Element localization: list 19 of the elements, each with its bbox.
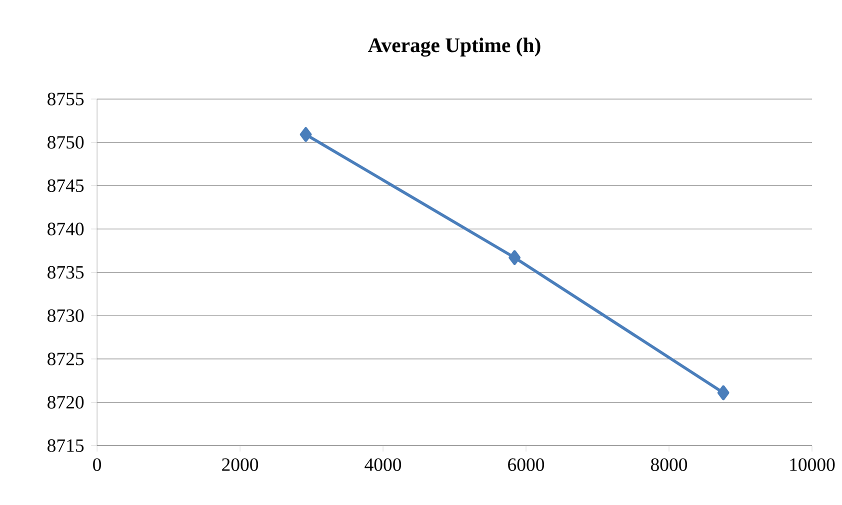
y-tick-label: 8750 — [48, 136, 84, 149]
point — [300, 127, 312, 142]
y-tick-label: 8715 — [48, 439, 84, 452]
x-tick-label: 2000 — [222, 458, 258, 471]
y-tick-label: 8755 — [48, 92, 84, 106]
point — [717, 385, 730, 400]
y-tick-label: 8740 — [48, 222, 84, 236]
y-tick-label: 8735 — [48, 266, 84, 279]
y-tick-label: 8725 — [48, 352, 84, 366]
y-tick-label: 8745 — [48, 179, 84, 192]
y-tick-label: 8720 — [48, 396, 84, 409]
point — [508, 250, 521, 265]
x-tick-label: 8000 — [650, 458, 688, 471]
x-tick-label: 0 — [93, 458, 102, 471]
x-tick-label: 4000 — [364, 458, 402, 471]
x-tick-label: 10000 — [790, 458, 835, 471]
x-tick-label: 6000 — [508, 458, 544, 471]
chart-title: Average Uptime (h) — [368, 38, 540, 57]
y-tick-label: 8730 — [48, 309, 84, 322]
